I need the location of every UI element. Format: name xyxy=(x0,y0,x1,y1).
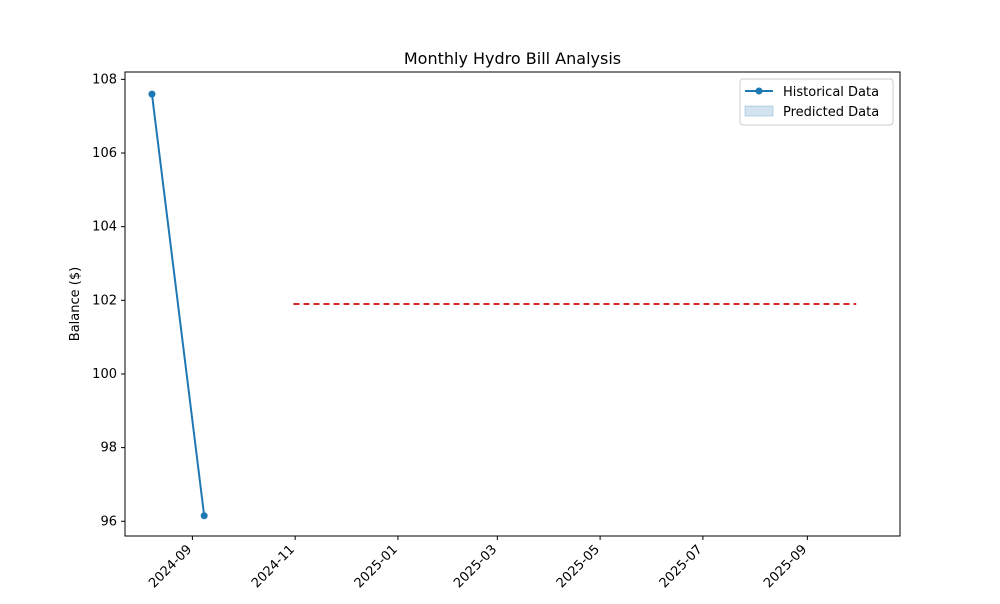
y-tick-label: 96 xyxy=(100,514,117,529)
y-tick-label: 100 xyxy=(92,367,117,382)
y-axis-label: Balance ($) xyxy=(68,267,83,341)
y-tick-label: 108 xyxy=(92,72,117,87)
plot-frame xyxy=(124,71,901,537)
legend-historical-label: Historical Data xyxy=(783,85,879,100)
legend: Historical Data Predicted Data xyxy=(739,78,894,126)
chart-title: Monthly Hydro Bill Analysis xyxy=(404,49,621,68)
y-tick-label: 102 xyxy=(92,293,117,308)
y-tick-label: 106 xyxy=(92,146,117,161)
series-line-0 xyxy=(150,93,206,516)
legend-predicted-band-icon xyxy=(744,105,774,117)
legend-box xyxy=(739,78,894,126)
data-point-0-1 xyxy=(200,512,208,520)
plot-area xyxy=(148,90,857,520)
legend-historical-marker-icon xyxy=(755,87,763,95)
data-point-0-0 xyxy=(148,90,156,98)
y-tick-label: 98 xyxy=(100,441,117,456)
legend-predicted-label: Predicted Data xyxy=(783,105,879,120)
y-tick-label: 104 xyxy=(92,220,117,235)
